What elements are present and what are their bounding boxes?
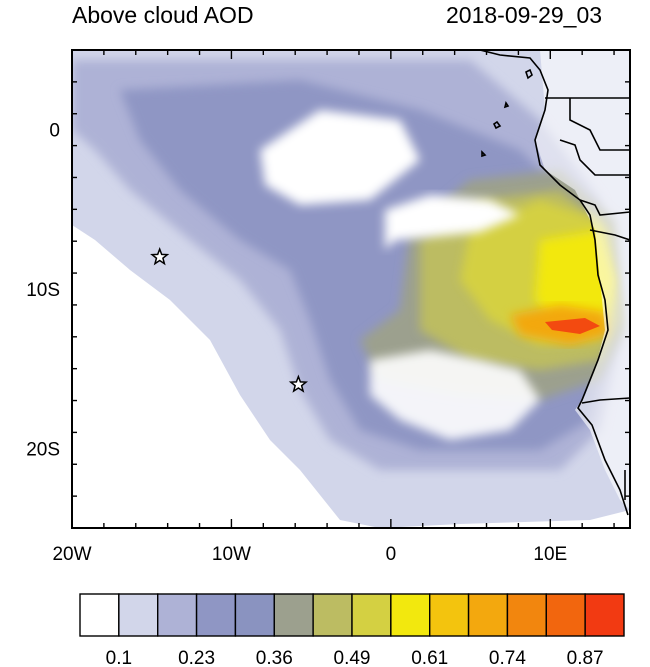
colorbar-swatch [506,593,547,637]
colorbar-swatch [390,593,431,637]
y-tick-label: 0 [49,121,60,142]
colorbar-swatch [351,593,392,637]
star-marker [150,247,170,266]
colorbar-label: 0.87 [567,648,604,667]
colorbar-label: 0.74 [489,648,526,667]
chart-title: Above cloud AOD [72,2,254,28]
clear-area-upper [260,110,420,205]
colorbar-swatch [118,593,159,637]
land-mask [535,50,630,510]
colorbar-swatch [79,593,120,637]
colorbar-swatch [467,593,509,637]
colorbar-swatch [545,593,586,637]
plot-frame [71,49,631,529]
colorbar-swatch [312,593,353,637]
x-tick-label: 20W [52,544,91,565]
x-tick-label: 10E [533,544,567,565]
colorbar-swatch [195,593,237,637]
star-marker [288,374,309,393]
y-tick-label: 20S [26,439,60,460]
colorbar-swatch [429,593,470,637]
colorbar: 0.1 0.23 0.36 0.49 0.61 0.74 0.87 [79,593,625,667]
colorbar-swatch [234,593,275,637]
y-tick-label: 10S [26,280,60,301]
timestamp-label: 2018-09-29_03 [446,2,603,28]
axis-ticks: 20W 10W 0 10E 0 10S 20S [26,49,630,565]
coastlines [479,50,630,516]
colorbar-swatch [584,593,625,637]
aod-region-red [545,318,600,334]
x-tick-label: 0 [386,544,397,565]
aod-field [72,50,630,528]
clear-area-center [385,195,520,250]
colorbar-swatch [273,593,314,637]
colorbar-swatch [157,593,198,637]
site-markers [150,247,309,393]
colorbar-label: 0.36 [256,648,293,667]
clear-area-south [370,350,540,440]
colorbar-label: 0.23 [178,648,215,667]
x-tick-label: 10W [212,544,251,565]
aod-region-bright [535,230,615,330]
colorbar-label: 0.1 [106,648,132,667]
colorbar-label: 0.49 [334,648,371,667]
colorbar-label: 0.61 [411,648,448,667]
